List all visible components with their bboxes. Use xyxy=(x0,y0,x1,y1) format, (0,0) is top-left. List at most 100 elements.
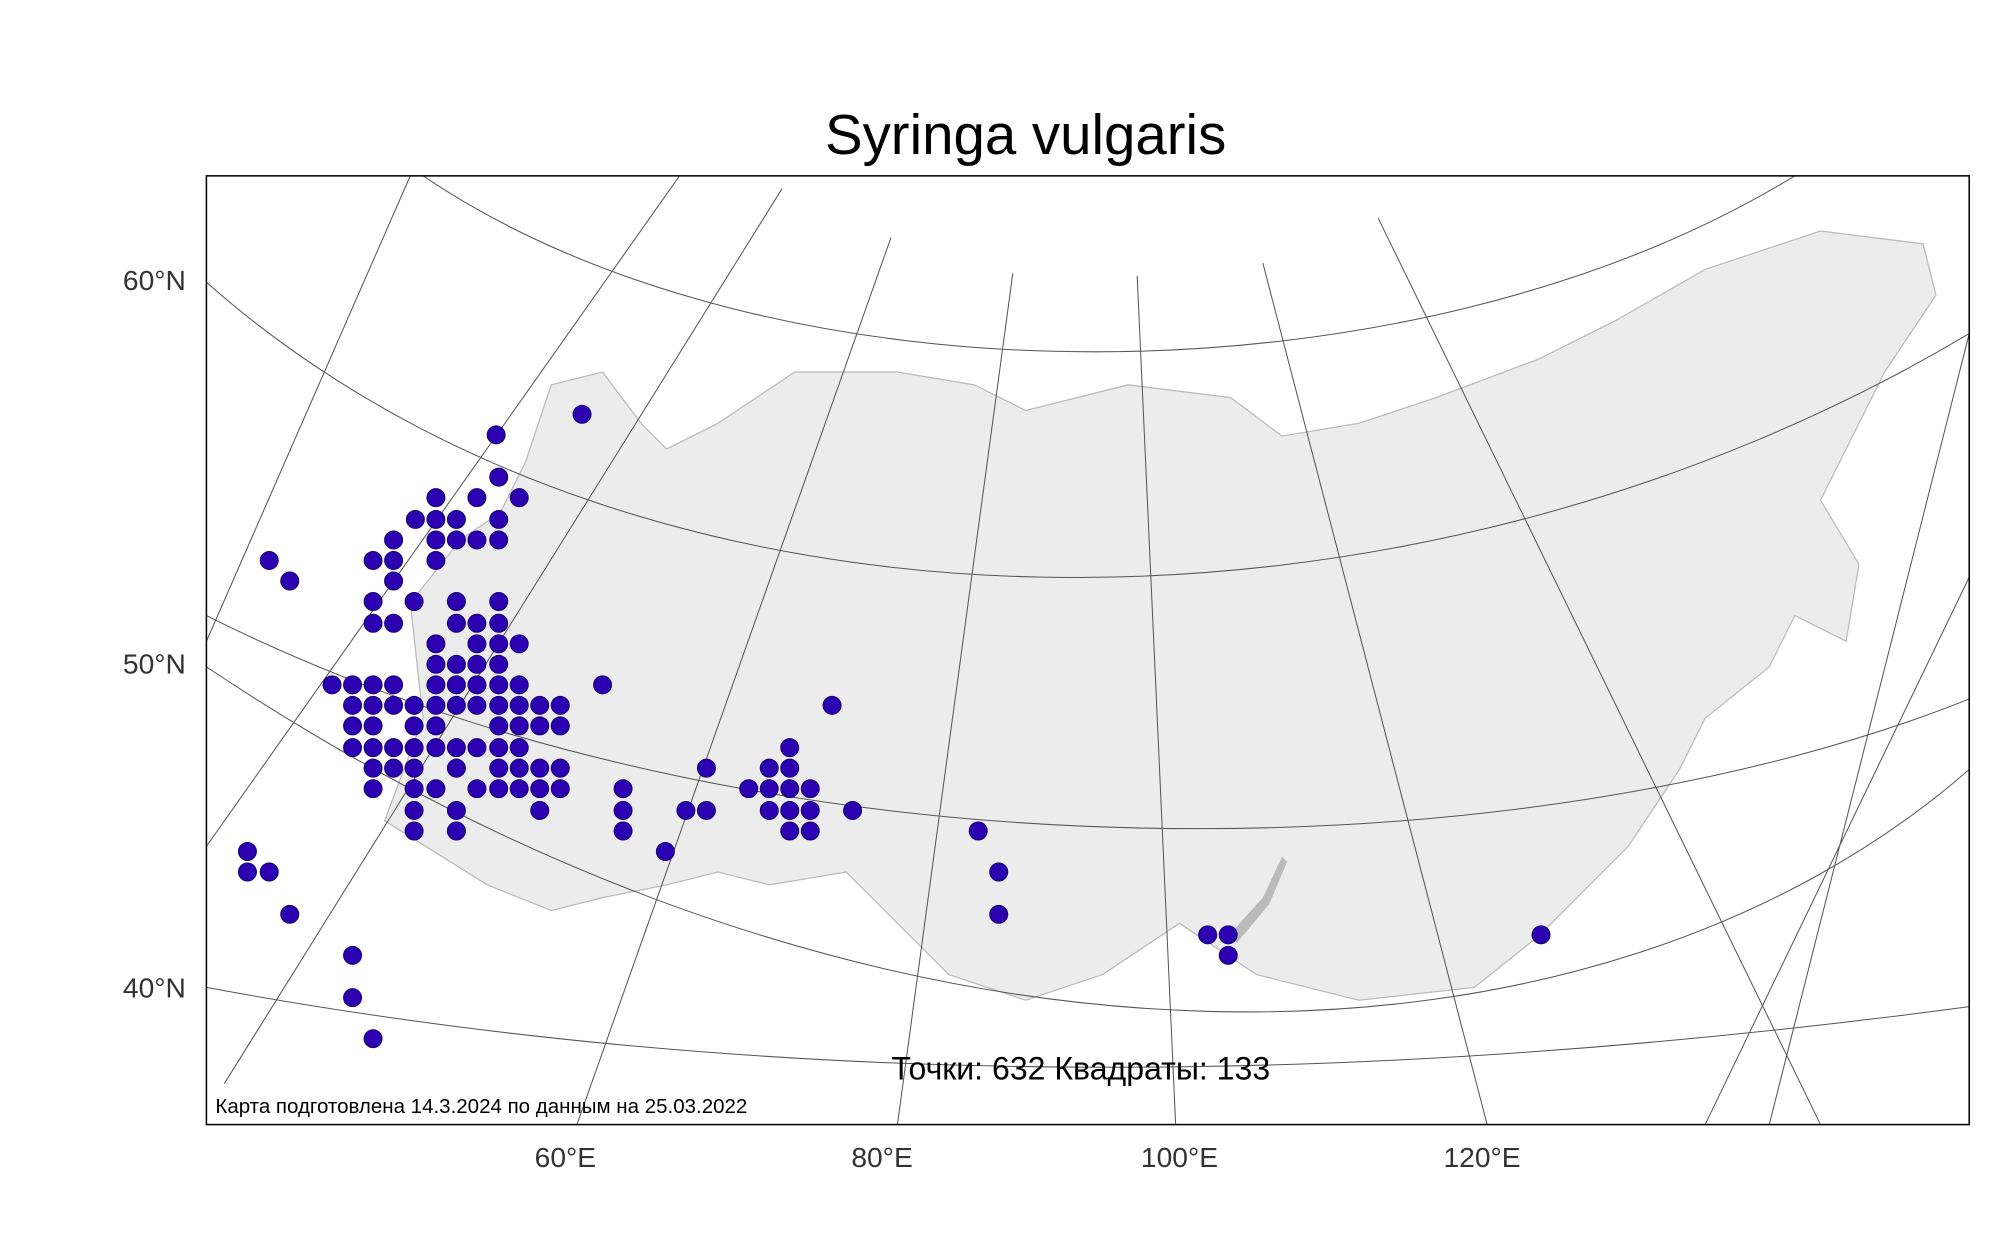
occurrence-dot xyxy=(363,716,383,736)
occurrence-dot xyxy=(384,738,404,758)
occurrence-dot xyxy=(530,758,550,778)
occurrence-dot xyxy=(467,654,487,674)
occurrence-dot xyxy=(237,842,257,861)
baikal xyxy=(1228,856,1288,943)
occurrence-dot xyxy=(426,654,446,674)
occurrence-dot xyxy=(676,800,696,820)
occurrence-dot xyxy=(613,800,633,820)
occurrence-dot xyxy=(1531,925,1551,945)
occurrence-dot xyxy=(509,488,529,508)
occurrence-dot xyxy=(363,613,383,633)
occurrence-dot xyxy=(343,695,363,715)
occurrence-dot xyxy=(384,695,404,715)
occurrence-dot xyxy=(655,842,675,861)
occurrence-dot xyxy=(550,758,570,778)
occurrence-dot xyxy=(489,634,509,654)
occurrence-dot xyxy=(486,425,506,445)
occurrence-dot xyxy=(530,779,550,799)
occurrence-dot xyxy=(446,821,466,841)
occurrence-dot xyxy=(489,675,509,695)
occurrence-dot xyxy=(780,779,800,799)
occurrence-dot xyxy=(446,738,466,758)
occurrence-dot xyxy=(467,779,487,799)
lat-label: 40°N xyxy=(123,972,186,1004)
occurrence-dot xyxy=(489,592,509,611)
occurrence-dot xyxy=(509,758,529,778)
occurrence-dot xyxy=(446,695,466,715)
occurrence-dot xyxy=(489,738,509,758)
occurrence-dot xyxy=(1218,945,1238,965)
graticule xyxy=(206,281,1970,578)
occurrence-dot xyxy=(489,654,509,674)
occurrence-dot xyxy=(1218,925,1238,945)
occurrence-dot xyxy=(259,862,279,882)
occurrence-dot xyxy=(384,530,404,550)
occurrence-dot xyxy=(426,675,446,695)
occurrence-dot xyxy=(489,716,509,736)
lon-label: 80°E xyxy=(851,1141,912,1173)
occurrence-dot xyxy=(384,613,404,633)
occurrence-dot xyxy=(259,550,279,570)
stats: Точки: 632 Квадраты: 133 xyxy=(891,1051,1270,1087)
occurrence-dot xyxy=(404,695,424,715)
occurrence-dot xyxy=(343,945,363,965)
occurrence-dot xyxy=(322,675,342,695)
graticule xyxy=(206,666,1970,1013)
occurrence-dot xyxy=(509,675,529,695)
occurrence-dot xyxy=(280,904,300,924)
occurrence-dot xyxy=(343,738,363,758)
occurrence-dot xyxy=(426,634,446,654)
occurrence-dot xyxy=(489,530,509,550)
occurrence-dot xyxy=(404,779,424,799)
occurrence-dot xyxy=(489,509,509,529)
occurrence-dot xyxy=(530,800,550,820)
graticule xyxy=(206,986,1970,1068)
occurrence-dot xyxy=(384,550,404,570)
occurrence-dot xyxy=(550,779,570,799)
occurrence-dot xyxy=(530,695,550,715)
occurrence-dot xyxy=(759,758,779,778)
occurrence-dot xyxy=(343,988,363,1008)
occurrence-dot xyxy=(613,821,633,841)
occurrence-dot xyxy=(489,695,509,715)
occurrence-dot xyxy=(404,758,424,778)
occurrence-dot xyxy=(446,758,466,778)
lon-label: 60°E xyxy=(535,1141,596,1173)
occurrence-dot xyxy=(572,404,592,424)
occurrence-dot xyxy=(550,716,570,736)
map-title: Syringa vulgaris xyxy=(825,103,1226,166)
occurrence-dot xyxy=(467,738,487,758)
occurrence-dot xyxy=(404,738,424,758)
occurrence-dot xyxy=(404,592,424,611)
occurrence-dot xyxy=(780,821,800,841)
occurrence-dot xyxy=(550,695,570,715)
occurrence-dot xyxy=(489,613,509,633)
graticule xyxy=(206,615,1970,830)
occurrence-dot xyxy=(989,904,1009,924)
occurrence-dot xyxy=(467,675,487,695)
frame xyxy=(205,175,1970,1126)
occurrence-dot xyxy=(426,509,446,529)
occurrence-dot xyxy=(780,738,800,758)
occurrence-dot xyxy=(467,530,487,550)
occurrence-dot xyxy=(363,738,383,758)
occurrence-dot xyxy=(800,779,820,799)
occurrence-dot xyxy=(800,821,820,841)
occurrence-dot xyxy=(780,800,800,820)
occurrence-dot xyxy=(343,675,363,695)
occurrence-dot xyxy=(426,738,446,758)
occurrence-dot xyxy=(489,467,509,487)
occurrence-dot xyxy=(593,675,613,695)
occurrence-dot xyxy=(384,571,404,591)
occurrence-dot xyxy=(446,675,466,695)
occurrence-dot xyxy=(822,695,842,715)
occurrence-dot xyxy=(489,758,509,778)
occurrence-dot xyxy=(446,654,466,674)
occurrence-dot xyxy=(446,592,466,611)
occurrence-dot xyxy=(426,530,446,550)
occurrence-dot xyxy=(759,779,779,799)
occurrence-dot xyxy=(780,758,800,778)
occurrence-dot xyxy=(467,695,487,715)
occurrence-dot xyxy=(280,571,300,591)
